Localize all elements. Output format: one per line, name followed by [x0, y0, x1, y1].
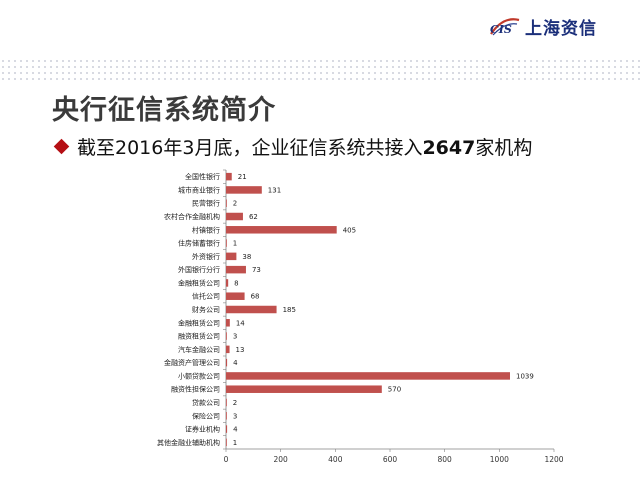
- svg-text:CIS: CIS: [490, 23, 512, 36]
- category-label: 全国性银行: [185, 172, 220, 181]
- data-label: 185: [283, 306, 296, 314]
- bar: [226, 199, 227, 207]
- bar: [226, 279, 229, 287]
- category-label: 小额贷款公司: [178, 371, 220, 380]
- bullet-number: 2647: [422, 136, 476, 159]
- data-label: 1: [233, 439, 237, 447]
- category-label: 住房储蓄银行: [178, 239, 220, 248]
- x-tick-label: 200: [274, 455, 289, 464]
- category-label: 农村合作金融机构: [164, 212, 220, 221]
- data-label: 3: [233, 333, 237, 341]
- category-label: 金融租赁公司: [178, 278, 220, 287]
- data-label: 38: [242, 253, 251, 261]
- data-label: 68: [251, 293, 260, 301]
- category-label: 财务公司: [192, 305, 220, 314]
- dotted-band: [0, 58, 640, 84]
- x-tick-label: 400: [328, 455, 343, 464]
- bar: [226, 319, 230, 327]
- bar: [226, 292, 245, 300]
- bar: [226, 332, 227, 340]
- category-label: 村镇银行: [192, 225, 220, 234]
- cis-logo-mark: CIS: [487, 14, 521, 38]
- category-label: 金融资产管理公司: [164, 358, 220, 367]
- data-label: 21: [238, 173, 247, 181]
- category-label: 信托公司: [192, 292, 220, 301]
- data-label: 1: [233, 240, 237, 248]
- bullet-suffix: 家机构: [475, 136, 533, 159]
- bar: [226, 305, 277, 314]
- data-label: 405: [343, 226, 356, 234]
- bullet-prefix: 截至2016年3月底，企业征信系统共接入: [77, 136, 423, 159]
- category-label: 融资性担保公司: [171, 385, 220, 394]
- brand-logo: CIS 上海资信: [487, 14, 597, 39]
- category-label: 贷款公司: [192, 398, 220, 407]
- data-label: 13: [236, 346, 245, 354]
- category-label: 外国银行分行: [178, 265, 220, 274]
- bar: [226, 345, 230, 354]
- data-label: 1039: [516, 372, 534, 380]
- category-label: 民营银行: [192, 199, 220, 208]
- data-label: 2: [233, 399, 237, 407]
- x-tick-label: 1000: [490, 455, 509, 464]
- bar: [226, 212, 243, 221]
- bar: [226, 226, 337, 234]
- bar: [226, 412, 227, 420]
- slide-title: 央行征信系统简介: [52, 95, 276, 126]
- bar: [226, 265, 246, 274]
- data-label: 131: [268, 186, 281, 194]
- bar: [226, 358, 228, 367]
- data-label: 14: [236, 319, 245, 327]
- brand-name: 上海资信: [525, 18, 597, 39]
- category-label: 证券业机构: [185, 425, 220, 434]
- x-tick-label: 800: [438, 455, 453, 464]
- category-label: 金融租赁公司: [178, 318, 220, 327]
- bar: [226, 252, 237, 261]
- data-label: 73: [252, 266, 261, 274]
- bar: [226, 239, 227, 247]
- bar: [226, 186, 262, 194]
- category-label: 汽车金融公司: [178, 345, 220, 354]
- category-label: 保险公司: [192, 411, 220, 420]
- data-label: 8: [234, 279, 238, 287]
- category-label: 城市商业银行: [178, 185, 220, 194]
- x-tick-label: 1200: [544, 455, 563, 464]
- x-tick-label: 600: [383, 455, 398, 464]
- bar: [226, 438, 227, 447]
- category-label: 融资租赁公司: [178, 332, 220, 341]
- bullet-point: 截至2016年3月底，企业征信系统共接入2647家机构: [52, 133, 532, 159]
- x-tick-label: 0: [224, 455, 229, 464]
- data-label: 2: [233, 200, 237, 208]
- bar: [226, 172, 232, 181]
- data-label: 570: [388, 386, 401, 394]
- bar: [226, 385, 382, 393]
- category-label: 外资银行: [192, 252, 220, 261]
- data-label: 4: [233, 426, 238, 434]
- bar: [226, 425, 228, 433]
- data-label: 3: [233, 412, 237, 420]
- data-label: 62: [249, 213, 258, 221]
- data-label: 4: [233, 359, 238, 367]
- category-label: 其他金融业辅助机构: [157, 438, 220, 447]
- bar: [226, 398, 227, 407]
- bar: [226, 372, 510, 380]
- bullet-text: 截至2016年3月底，企业征信系统共接入2647家机构: [77, 133, 532, 160]
